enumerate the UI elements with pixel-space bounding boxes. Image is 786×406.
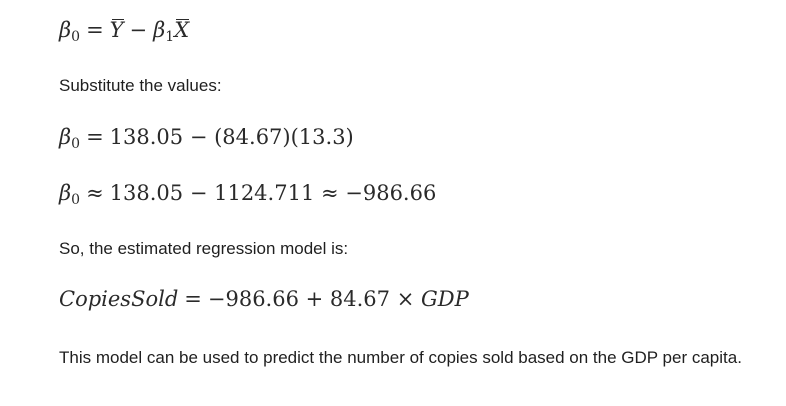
model-variable: GDP xyxy=(420,287,469,311)
beta0-subscript: 0 xyxy=(71,136,81,152)
beta1-subscript: 1 xyxy=(165,29,175,45)
equals-sign: = xyxy=(86,125,104,149)
beta0-subscript: 0 xyxy=(71,192,81,208)
beta1-symbol: β xyxy=(153,18,166,42)
substitution-equation: β0 = 138.05 − (84.67)(13.3) xyxy=(59,125,354,152)
model-intro-text: So, the estimated regression model is: xyxy=(59,239,349,258)
approx-sign: ≈ xyxy=(86,181,104,205)
equals-sign: = xyxy=(184,287,202,311)
equals-sign: = xyxy=(86,18,104,42)
beta0-symbol: β xyxy=(59,181,72,205)
beta0-symbol: β xyxy=(59,125,72,149)
conclusion-text: This model can be used to predict the nu… xyxy=(59,348,742,367)
y-bar: Y xyxy=(109,18,124,42)
beta0-formula: β0 = Y − β1X xyxy=(59,18,190,45)
substitution-rhs: 138.05 − (84.67)(13.3) xyxy=(109,125,354,149)
approximation-rhs: 138.05 − 1124.711 ≈ −986.66 xyxy=(109,181,437,205)
model-lhs: CopiesSold xyxy=(59,287,179,311)
substitute-text: Substitute the values: xyxy=(59,76,222,95)
beta0-symbol: β xyxy=(59,18,72,42)
beta0-subscript: 0 xyxy=(71,29,81,45)
regression-model-equation: CopiesSold = −986.66 + 84.67 × GDP xyxy=(59,289,469,310)
model-rhs: −986.66 + 84.67 × xyxy=(207,287,415,311)
approximation-equation: β0 ≈138.05 − 1124.711 ≈ −986.66 xyxy=(59,181,437,208)
x-bar: X xyxy=(174,18,190,42)
minus-sign: − xyxy=(129,18,148,42)
